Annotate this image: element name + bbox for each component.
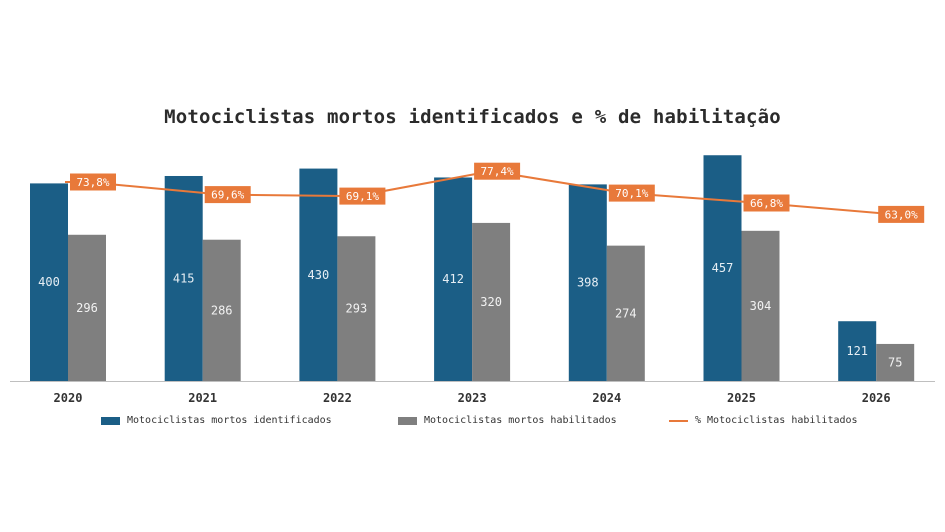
bar-habilitados-2022 [337,236,376,381]
data-label-identificados-2022: 430 [308,268,330,282]
percent-label-2025: 66,8% [750,197,783,210]
chart-title: Motociclistas mortos identificados e % d… [164,106,781,128]
bar-habilitados-2025 [741,230,780,381]
legend-item-percent: % Motociclistas habilitados [669,415,858,426]
data-label-habilitados-2024: 274 [615,306,637,320]
data-label-identificados-2023: 412 [442,272,464,286]
bar-identificados-2024 [568,184,607,381]
percent-label-bg-2022 [339,187,386,205]
data-label-identificados-2020: 400 [38,275,60,289]
x-tick-label-2022: 2022 [323,391,352,405]
bar-identificados-2023 [434,177,473,381]
x-tick-label-2026: 2026 [862,391,891,405]
legend-item-habilitados: Motociclistas mortos habilitados [398,415,617,426]
data-label-habilitados-2026: 75 [888,355,902,369]
percent-label-2023: 77,4% [481,165,514,178]
x-tick-label-2024: 2024 [592,391,621,405]
data-label-identificados-2026: 121 [846,344,868,358]
percent-label-2024: 70,1% [615,187,648,200]
percent-label-bg-2020 [70,173,116,191]
bar-habilitados-2023 [472,222,511,381]
data-label-habilitados-2025: 304 [750,299,772,313]
data-label-identificados-2021: 415 [173,271,195,285]
bar-habilitados-2026 [876,343,915,381]
data-label-identificados-2024: 398 [577,276,599,290]
legend-label-habilitados: Motociclistas mortos habilitados [424,415,617,426]
bar-habilitados-2024 [606,245,645,381]
x-tick-label-2023: 2023 [458,391,487,405]
data-label-habilitados-2020: 296 [76,301,98,315]
percent-label-bg-2026 [878,205,925,223]
percent-label-2020: 73,8% [76,176,109,189]
legend-swatch-identificados [101,416,120,425]
bar-habilitados-2021 [202,239,241,381]
legend-label-percent: % Motociclistas habilitados [695,415,858,426]
percent-label-bg-2021 [204,186,251,204]
percent-label-bg-2025 [743,194,790,212]
x-tick-label-2020: 2020 [54,391,83,405]
data-label-identificados-2025: 457 [712,261,734,275]
percent-label-2021: 69,6% [211,189,244,202]
bar-identificados-2026 [838,321,877,381]
x-tick-label-2025: 2025 [727,391,756,405]
percent-label-2022: 69,1% [346,190,379,203]
bar-identificados-2025 [703,155,742,381]
data-label-habilitados-2021: 286 [211,303,233,317]
x-tick-label-2021: 2021 [188,391,217,405]
percent-label-bg-2024 [608,184,655,202]
legend-item-identificados: Motociclistas mortos identificados [101,415,332,426]
legend-swatch-habilitados [398,416,417,425]
bar-identificados-2021 [164,175,203,381]
bar-habilitados-2020 [68,234,106,381]
bar-identificados-2022 [299,168,338,381]
data-label-habilitados-2022: 293 [346,302,368,316]
data-label-habilitados-2023: 320 [480,295,502,309]
percent-label-bg-2023 [474,162,521,180]
legend-swatch-percent [669,419,688,422]
bar-identificados-2020 [30,183,68,381]
legend-label-identificados: Motociclistas mortos identificados [127,415,332,426]
percent-label-2026: 63,0% [885,208,918,221]
